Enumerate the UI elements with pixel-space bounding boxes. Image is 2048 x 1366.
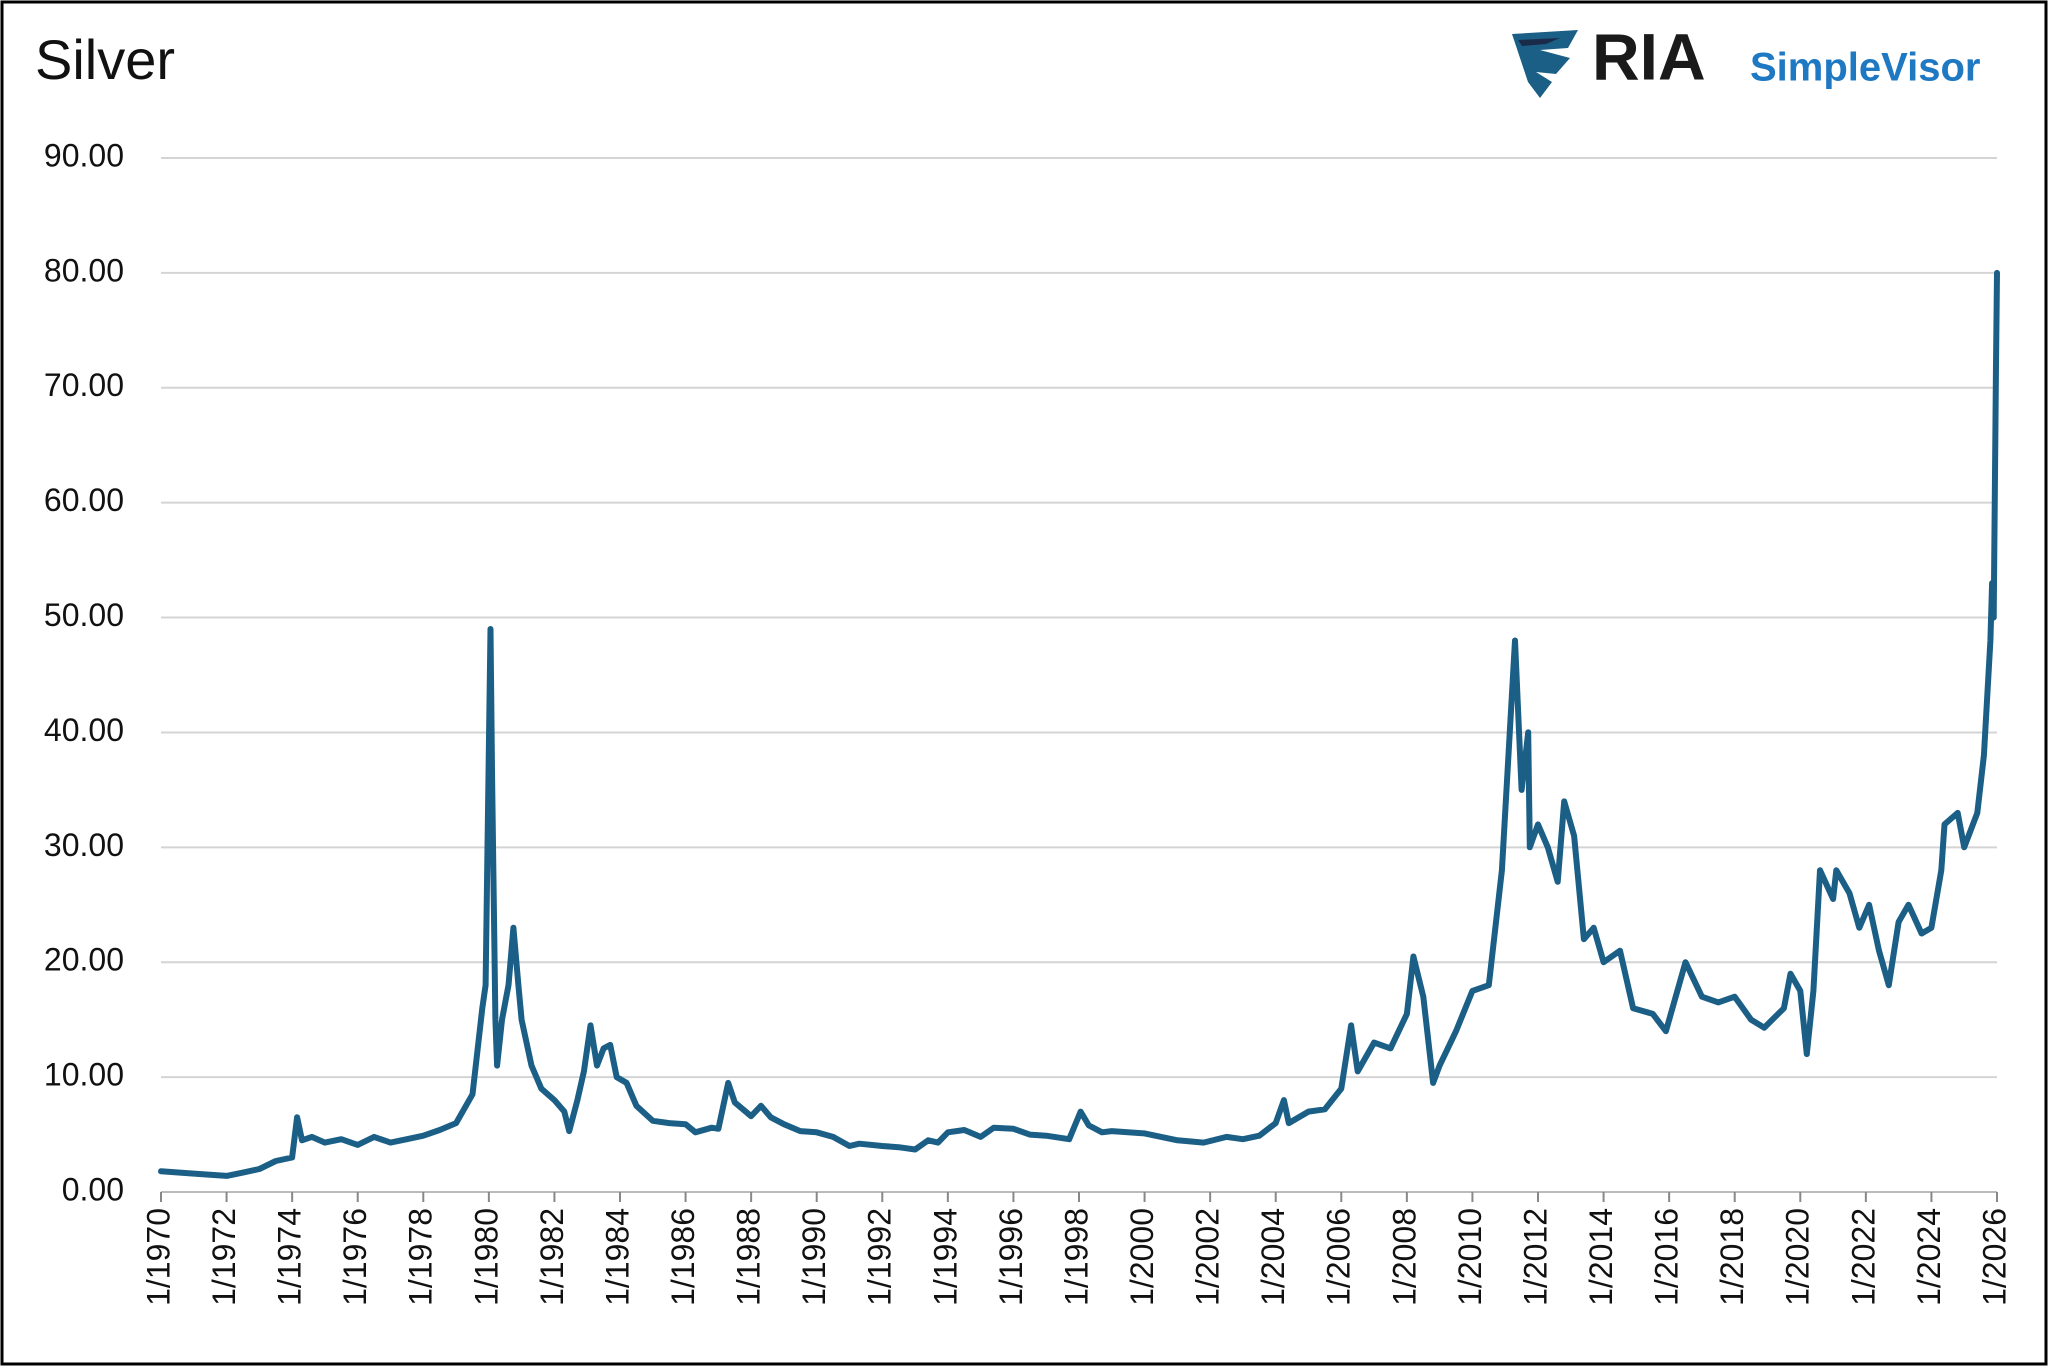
x-tick-label: 1/2016	[1649, 1208, 1685, 1306]
y-tick-label: 40.00	[44, 712, 124, 748]
x-tick-label: 1/1998	[1058, 1208, 1094, 1306]
logo: RIA SimpleVisor	[1512, 19, 1980, 98]
y-tick-label: 10.00	[44, 1057, 124, 1093]
x-tick-label: 1/2012	[1517, 1208, 1553, 1306]
x-tick-label: 1/2014	[1583, 1208, 1619, 1306]
y-tick-label: 70.00	[44, 367, 124, 403]
x-tick-label: 1/2006	[1321, 1208, 1357, 1306]
y-tick-label: 20.00	[44, 942, 124, 978]
x-tick-label: 1/1996	[993, 1208, 1029, 1306]
x-tick-label: 1/1974	[272, 1208, 308, 1306]
x-tick-label: 1/1972	[206, 1208, 242, 1306]
x-tick-label: 1/1978	[403, 1208, 439, 1306]
x-tick-label: 1/1980	[468, 1208, 504, 1306]
price-line	[158, 269, 2000, 1179]
logo-product: SimpleVisor	[1750, 46, 1980, 90]
x-tick-label: 1/1982	[534, 1208, 570, 1306]
y-tick-label: 80.00	[44, 252, 124, 288]
logo-icon	[1512, 30, 1578, 98]
y-tick-label: 50.00	[44, 597, 124, 633]
x-tick-label: 1/1990	[796, 1208, 832, 1306]
x-tick-label: 1/2010	[1452, 1208, 1488, 1306]
x-tick-label: 1/2008	[1386, 1208, 1422, 1306]
x-tick-label: 1/2000	[1124, 1208, 1160, 1306]
x-tick-label: 1/2002	[1190, 1208, 1226, 1306]
logo-icon-detail	[1518, 38, 1560, 46]
chart-title: Silver	[35, 28, 175, 91]
y-tick-label: 60.00	[44, 482, 124, 518]
x-tick-label: 1/2024	[1911, 1208, 1947, 1306]
y-tick-label: 90.00	[44, 137, 124, 173]
logo-brand: RIA	[1592, 19, 1706, 93]
y-tick-label: 0.00	[62, 1171, 124, 1207]
y-tick-label: 30.00	[44, 827, 124, 863]
x-tick-label: 1/2004	[1255, 1208, 1291, 1306]
x-tick-label: 1/2026	[1976, 1208, 2012, 1306]
x-tick-label: 1/1994	[927, 1208, 963, 1306]
x-tick-label: 1/1986	[665, 1208, 701, 1306]
x-tick-label: 1/1984	[599, 1208, 635, 1306]
x-tick-label: 1/2020	[1780, 1208, 1816, 1306]
x-tick-label: 1/1988	[731, 1208, 767, 1306]
x-tick-label: 1/2018	[1714, 1208, 1750, 1306]
x-tick-label: 1/1976	[337, 1208, 373, 1306]
x-tick-label: 1/2022	[1845, 1208, 1881, 1306]
x-tick-label: 1/1992	[862, 1208, 898, 1306]
x-tick-label: 1/1970	[140, 1208, 176, 1306]
